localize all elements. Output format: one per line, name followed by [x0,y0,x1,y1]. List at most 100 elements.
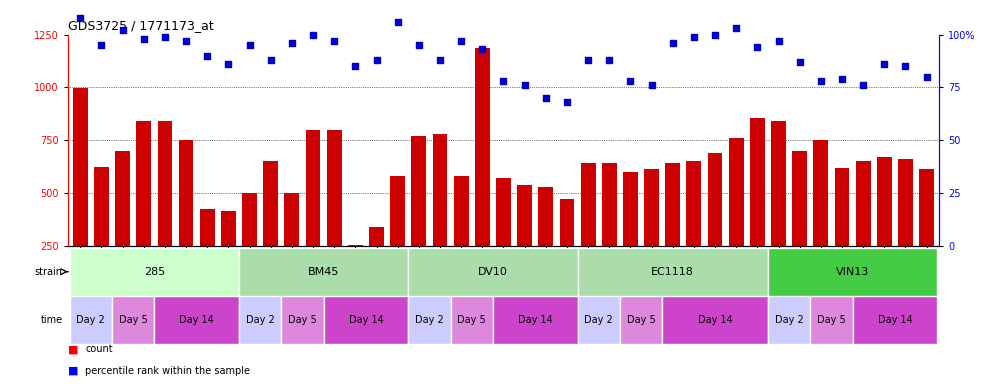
Text: 285: 285 [144,266,165,277]
Bar [623,172,638,246]
Text: BM45: BM45 [308,266,339,277]
Point [284,40,300,46]
Bar [94,167,109,246]
Bar [644,169,659,246]
Bar [221,211,236,246]
Point [199,53,215,59]
Bar [284,193,299,246]
Bar [768,296,810,344]
Bar [475,48,490,246]
Bar [493,296,578,344]
Bar [305,130,320,246]
Point [432,57,448,63]
Bar [877,157,892,246]
Text: time: time [41,315,63,325]
Point [114,27,130,33]
Point [813,78,829,84]
Text: count: count [85,344,113,354]
Bar [771,121,786,246]
Bar [813,140,828,246]
Bar [810,296,853,344]
Point [326,38,342,44]
Bar [112,296,154,344]
Text: Day 5: Day 5 [119,315,147,325]
Text: Day 5: Day 5 [457,315,486,325]
Bar [560,199,575,246]
Text: Day 2: Day 2 [246,315,274,325]
Bar [70,248,239,296]
Bar [409,296,450,344]
Point [262,57,278,63]
Bar [239,296,281,344]
Point [580,57,596,63]
Point [517,82,533,88]
Point [178,38,194,44]
Text: VIN13: VIN13 [836,266,869,277]
Bar [157,121,172,246]
Point [496,78,512,84]
Bar [409,248,578,296]
Point [707,31,723,38]
Bar [391,176,406,246]
Point [369,57,385,63]
Point [390,19,406,25]
Bar [578,248,768,296]
Text: Day 14: Day 14 [349,315,384,325]
Text: Day 5: Day 5 [626,315,655,325]
Bar [919,169,934,246]
Point [686,34,702,40]
Bar [73,88,87,246]
Bar [369,227,384,246]
Bar [578,296,620,344]
Bar [496,178,511,246]
Text: EC1118: EC1118 [651,266,694,277]
Point [221,61,237,67]
Bar [200,209,215,246]
Point [305,31,321,38]
Bar [835,168,850,246]
Text: GDS3725 / 1771173_at: GDS3725 / 1771173_at [68,19,214,32]
Text: Day 14: Day 14 [518,315,553,325]
Point [792,59,808,65]
Point [474,46,490,53]
Point [73,15,88,21]
Point [665,40,681,46]
Text: Day 14: Day 14 [878,315,912,325]
Point [729,25,745,31]
Text: DV10: DV10 [478,266,508,277]
Bar [327,130,342,246]
Point [347,63,363,70]
Bar [136,121,151,246]
Point [644,82,660,88]
Text: Day 2: Day 2 [77,315,105,325]
Point [242,42,257,48]
Point [770,38,786,44]
Point [93,42,109,48]
Bar [665,164,680,246]
Point [898,63,913,70]
Bar [70,296,112,344]
Text: Day 14: Day 14 [179,315,214,325]
Bar [749,118,764,246]
Point [918,74,934,80]
Bar [115,151,130,246]
Point [749,44,765,50]
Bar [662,296,768,344]
Bar [263,161,278,246]
Point [622,78,638,84]
Bar [853,296,937,344]
Text: Day 2: Day 2 [415,315,443,325]
Text: Day 2: Day 2 [584,315,613,325]
Bar [601,164,616,246]
Text: ■: ■ [68,344,79,354]
Text: ■: ■ [68,366,79,376]
Point [157,34,173,40]
Point [136,36,152,42]
Bar [729,138,744,246]
Bar [708,153,723,246]
Bar [687,161,702,246]
Bar [239,248,409,296]
Point [411,42,426,48]
Point [538,95,554,101]
Point [601,57,617,63]
